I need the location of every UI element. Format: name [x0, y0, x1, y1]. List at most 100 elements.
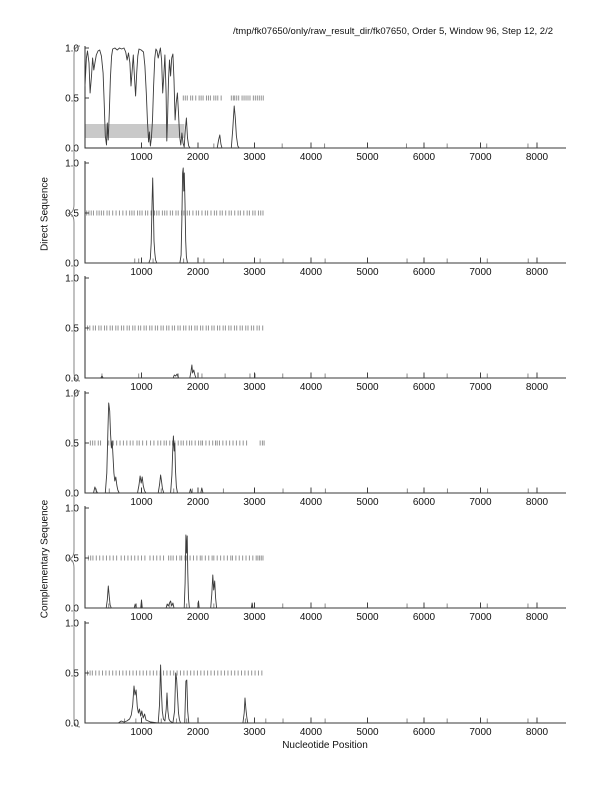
stop-codon-markers — [87, 670, 263, 676]
stop-codon-markers — [87, 555, 264, 561]
y-tick-label: 1.0 — [65, 159, 79, 170]
x-tick-label: 6000 — [413, 152, 436, 163]
x-tick-label: 5000 — [356, 612, 379, 623]
panel-complementary-frame-1: 1000 2000 3000 4000 5000 6000 7000 8000 0.0 0.5 1.… — [65, 389, 566, 508]
x-tick-label: 8000 — [526, 727, 549, 738]
panel-direct-frame-1: 1000 2000 3000 4000 5000 6000 7000 8000 0.0 0.5 1.… — [65, 44, 566, 163]
x-axis-ticks: 1000 2000 3000 4000 5000 6000 7000 8000 — [130, 372, 549, 393]
panel-complementary-frame-2: 1000 2000 3000 4000 5000 6000 7000 8000 0.0 0.5 1.… — [65, 504, 566, 623]
x-tick-label: 5000 — [356, 727, 379, 738]
x-tick-label: 1000 — [130, 612, 153, 623]
x-tick-label: 7000 — [469, 267, 492, 278]
y-tick-label: 0.5 — [65, 439, 79, 450]
x-axis-ticks: 1000 2000 3000 4000 5000 6000 7000 8000 — [130, 142, 549, 163]
x-tick-label: 1000 — [130, 267, 153, 278]
x-tick-label: 3000 — [243, 382, 266, 393]
y-tick-label: 0.5 — [65, 669, 79, 680]
y-tick-label: 0.0 — [65, 719, 79, 730]
x-tick-label: 2000 — [187, 497, 210, 508]
x-tick-label: 4000 — [300, 497, 323, 508]
x-tick-label: 3000 — [243, 727, 266, 738]
direct-sequence-brace — [67, 45, 81, 382]
x-tick-label: 7000 — [469, 497, 492, 508]
y-tick-label: 0.0 — [65, 489, 79, 500]
x-tick-label: 6000 — [413, 497, 436, 508]
x-tick-label: 5000 — [356, 267, 379, 278]
coding-probability-curve — [84, 167, 566, 264]
x-tick-label: 2000 — [187, 727, 210, 738]
axis-spines — [84, 391, 566, 494]
x-tick-label: 7000 — [469, 612, 492, 623]
x-tick-label: 3000 — [243, 152, 266, 163]
x-tick-label: 8000 — [526, 612, 549, 623]
x-tick-label: 4000 — [300, 612, 323, 623]
x-tick-label: 2000 — [187, 152, 210, 163]
x-tick-label: 6000 — [413, 727, 436, 738]
x-tick-label: 5000 — [356, 497, 379, 508]
y-tick-label: 1.0 — [65, 619, 79, 630]
x-tick-label: 2000 — [187, 612, 210, 623]
x-axis-title: Nucleotide Position — [282, 740, 368, 751]
y-tick-label: 0.0 — [65, 259, 79, 270]
x-tick-label: 4000 — [300, 267, 323, 278]
x-tick-label: 8000 — [526, 382, 549, 393]
x-tick-label: 2000 — [187, 382, 210, 393]
x-tick-label: 1000 — [130, 497, 153, 508]
stop-codon-markers — [87, 325, 264, 331]
panel-direct-frame-3: 1000 2000 3000 4000 5000 6000 7000 8000 0.0 0.5 1.… — [65, 274, 566, 393]
baseline-data-ticks — [124, 718, 529, 723]
x-tick-label: 6000 — [413, 382, 436, 393]
panel-direct-frame-2: 1000 2000 3000 4000 5000 6000 7000 8000 0.0 0.5 1.… — [65, 159, 566, 278]
x-axis-ticks: 1000 2000 3000 4000 5000 6000 7000 8000 — [130, 257, 549, 278]
x-tick-label: 4000 — [300, 382, 323, 393]
x-tick-label: 4000 — [300, 727, 323, 738]
baseline-data-ticks — [95, 488, 529, 493]
x-tick-label: 2000 — [187, 267, 210, 278]
x-tick-label: 6000 — [413, 612, 436, 623]
coding-probability-curve — [84, 47, 566, 149]
y-tick-label: 0.5 — [65, 324, 79, 335]
stop-codon-markers — [86, 210, 264, 216]
y-tick-label: 1.0 — [65, 389, 79, 400]
coding-probability-curve — [84, 534, 566, 609]
x-tick-label: 4000 — [300, 152, 323, 163]
x-tick-label: 7000 — [469, 382, 492, 393]
x-tick-label: 7000 — [469, 727, 492, 738]
x-tick-label: 3000 — [243, 267, 266, 278]
baseline-data-ticks — [134, 258, 529, 263]
x-tick-label: 1000 — [130, 382, 153, 393]
baseline-data-ticks — [213, 143, 529, 148]
y-tick-label: 0.0 — [65, 374, 79, 385]
x-tick-label: 8000 — [526, 152, 549, 163]
x-tick-label: 8000 — [526, 267, 549, 278]
x-tick-label: 7000 — [469, 152, 492, 163]
x-axis-ticks: 1000 2000 3000 4000 5000 6000 7000 8000 — [130, 487, 549, 508]
y-tick-label: 0.5 — [65, 94, 79, 105]
x-tick-label: 3000 — [243, 497, 266, 508]
x-tick-label: 8000 — [526, 497, 549, 508]
y-tick-label: 1.0 — [65, 44, 79, 55]
x-tick-label: 5000 — [356, 382, 379, 393]
x-tick-label: 3000 — [243, 612, 266, 623]
complementary-sequence-brace — [67, 390, 81, 728]
x-tick-label: 1000 — [130, 727, 153, 738]
threshold-band — [85, 124, 185, 138]
coding-probability-curve — [84, 364, 566, 379]
coding-probability-curve — [84, 402, 566, 494]
stop-codon-markers — [89, 440, 265, 446]
y-tick-label: 0.5 — [65, 209, 79, 220]
x-tick-label: 1000 — [130, 152, 153, 163]
y-tick-label: 0.5 — [65, 554, 79, 565]
y-tick-label: 0.0 — [65, 144, 79, 155]
x-tick-label: 6000 — [413, 267, 436, 278]
y-tick-label: 0.0 — [65, 604, 79, 615]
coding-probability-curve — [84, 664, 566, 724]
panel-complementary-frame-3: 1000 2000 3000 4000 5000 6000 7000 8000 0.0 0.5 1.… — [65, 619, 566, 738]
x-axis-ticks: 1000 2000 3000 4000 5000 6000 7000 8000 — [130, 602, 549, 623]
x-axis-ticks: 1000 2000 3000 4000 5000 6000 7000 8000 — [130, 717, 549, 738]
y-tick-label: 1.0 — [65, 504, 79, 515]
chart-title: /tmp/fk07650/only/raw_result_dir/fk07650… — [233, 26, 554, 37]
x-tick-label: 5000 — [356, 152, 379, 163]
